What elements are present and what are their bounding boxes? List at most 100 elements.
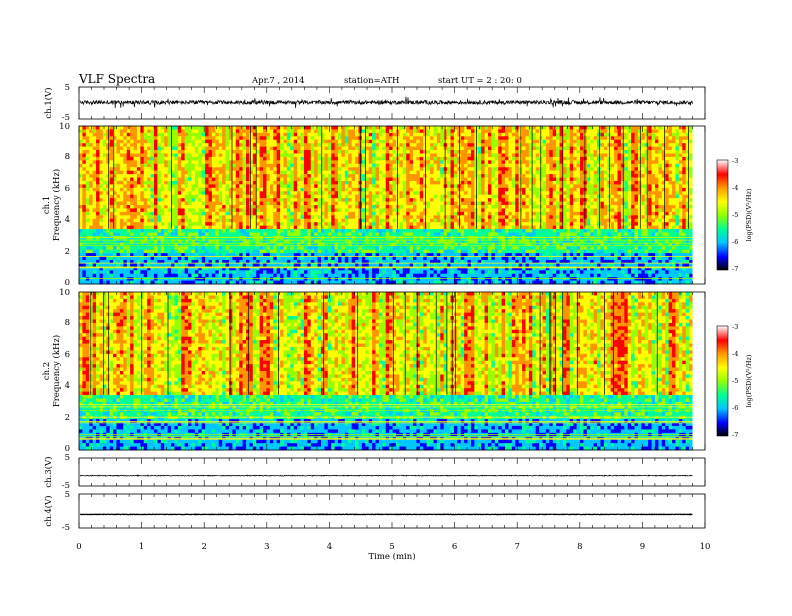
spectrogram-cell (290, 218, 295, 223)
spectrogram-cell (157, 191, 162, 196)
spectrogram-cell (188, 167, 192, 172)
spectrogram-cell (375, 215, 380, 220)
spectrogram-cell (368, 198, 373, 202)
spectrogram-cell (440, 167, 445, 172)
spectrogram-cell (338, 242, 342, 247)
spectrogram-cell (436, 180, 441, 185)
spectrogram-cell (416, 232, 421, 237)
spectrogram-cell (194, 170, 199, 175)
spectrogram-cell (402, 249, 407, 254)
spectrogram-cell (436, 225, 441, 230)
spectrogram-cell (334, 163, 339, 168)
spectrogram-cell (259, 215, 264, 220)
spectrogram-cell (317, 259, 322, 264)
spectrogram-cell (286, 194, 291, 199)
spectrogram-cell (413, 266, 417, 271)
spectrogram-cell (395, 132, 400, 137)
spectrogram-cell (259, 229, 264, 233)
spectrogram-cell (123, 146, 128, 151)
spectrogram-cell (307, 253, 312, 257)
spectrogram-cell (123, 184, 128, 189)
spectrogram-cell (280, 180, 284, 185)
spectrogram-cell (327, 277, 332, 281)
spectrogram-cell (389, 222, 393, 226)
spectrogram-cell (293, 246, 298, 251)
spectrogram-cell (102, 201, 107, 206)
spectrogram-cell (252, 180, 257, 185)
spectrogram-cell (402, 229, 407, 233)
spectrogram-cell (368, 156, 373, 161)
spectrogram-cell (99, 163, 104, 168)
spectrogram-cell (433, 218, 438, 223)
spectrogram-cell (194, 129, 199, 134)
spectrogram-cell (276, 277, 281, 281)
spectrogram-cell (188, 129, 192, 134)
spectrogram-cell (423, 160, 428, 165)
spectrogram-cell (290, 270, 295, 275)
spectrogram-cell (320, 266, 325, 271)
spectrogram-cell (119, 215, 124, 220)
spectrogram-cell (413, 273, 417, 278)
spectrogram-cell (106, 139, 111, 144)
spectrogram-cell (436, 129, 441, 134)
spectrogram-cell (256, 143, 261, 147)
spectrogram-cell (341, 253, 346, 257)
spectrogram-cell (153, 160, 158, 165)
spectrogram-cell (365, 136, 370, 141)
spectrogram-cell (222, 205, 226, 209)
spectrogram-cell (235, 242, 240, 247)
spectrogram-cell (235, 232, 240, 237)
spectrogram-cell (113, 126, 117, 130)
spectrogram-cell (239, 256, 243, 261)
spectrogram-cell (433, 280, 438, 285)
spectrogram-cell (440, 232, 445, 237)
spectrogram-cell (389, 143, 393, 147)
spectrogram-cell (276, 163, 281, 168)
spectrogram-cell (259, 201, 264, 206)
spectrogram-cell (113, 180, 117, 185)
spectrogram-cell (399, 146, 404, 151)
spectrogram-cell (177, 191, 182, 196)
spectrogram-cell (331, 208, 336, 213)
spectrogram-cell (338, 229, 342, 233)
spectrogram-cell (317, 191, 322, 196)
spectrogram-cell (433, 153, 438, 158)
spectrogram-cell (153, 246, 158, 251)
spectrogram-cell (263, 198, 267, 202)
spectrogram-cell (232, 242, 237, 247)
spectrogram-cell (300, 180, 305, 185)
spectrogram-cell (276, 201, 281, 206)
spectrogram-cell (355, 205, 359, 209)
spectrogram-cell (338, 163, 342, 168)
spectrogram-cell (215, 184, 220, 189)
spectrogram-cell (232, 229, 237, 233)
spectrogram-cell (290, 174, 295, 178)
spectrogram-cell (136, 167, 141, 172)
spectrogram-cell (228, 259, 233, 264)
spectrogram-cell (430, 174, 434, 178)
spectrogram-cell (136, 136, 141, 141)
spectrogram-cell (324, 139, 329, 144)
spectrogram-cell (113, 150, 117, 154)
spectrogram-cell (331, 239, 336, 244)
spectrogram-cell (92, 270, 97, 275)
spectrogram-cell (92, 153, 97, 158)
spectrogram-cell (334, 225, 339, 230)
spectrogram-cell (266, 249, 271, 254)
spectrogram-cell (171, 136, 175, 141)
spectrogram-cell (119, 256, 124, 261)
spectrogram-cell (334, 146, 339, 151)
spectrogram-cell (263, 163, 267, 168)
spectrogram-cell (399, 198, 404, 202)
spectrogram-cell (171, 143, 175, 147)
spectrogram-cell (201, 191, 206, 196)
spectrogram-cell (191, 163, 196, 168)
spectrogram-cell (96, 208, 100, 213)
spectrogram-cell (303, 242, 308, 247)
spectrogram-cell (181, 160, 186, 165)
spectrogram-cell (327, 218, 332, 223)
spectrogram-cell (242, 249, 247, 254)
spectrogram-cell (269, 156, 274, 161)
spectrogram-cell (314, 129, 318, 134)
spectrogram-cell (263, 153, 267, 158)
